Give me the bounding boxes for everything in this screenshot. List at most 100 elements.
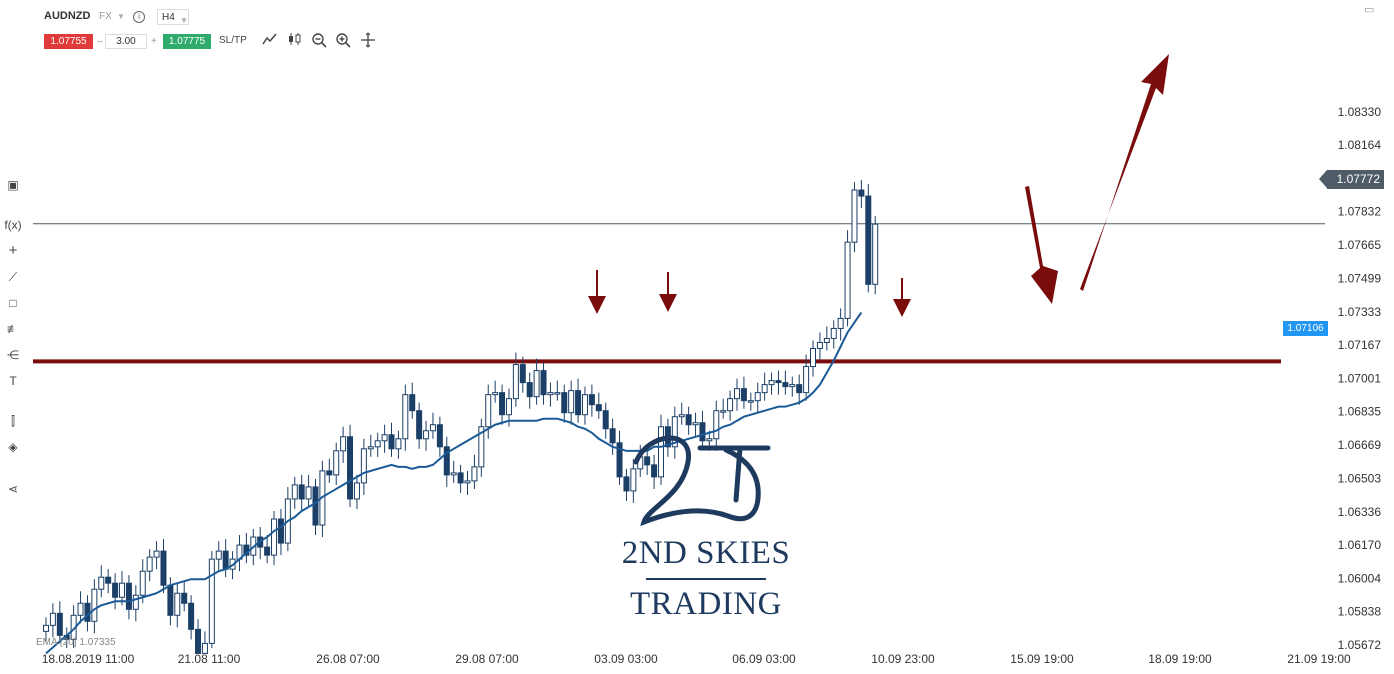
- y-tick-label: 1.06336: [1338, 505, 1382, 519]
- fan-tool-icon[interactable]: ⋲: [7, 348, 19, 362]
- x-tick-label: 10.09 23:00: [871, 652, 935, 666]
- candle-body: [443, 446, 450, 476]
- screen-icon[interactable]: ▣: [7, 178, 19, 192]
- candle-body: [457, 472, 464, 484]
- candle-body: [844, 241, 851, 319]
- line-chart-icon[interactable]: [261, 32, 279, 50]
- ema-legend[interactable]: EMA [20] 1.07335: [36, 637, 116, 648]
- x-tick-label: 29.08 07:00: [455, 652, 519, 666]
- candle-body: [775, 380, 782, 384]
- sltp-button[interactable]: SL/TP: [219, 35, 247, 46]
- candle-body: [374, 440, 381, 448]
- zoom-out-icon[interactable]: [310, 32, 328, 50]
- candle-body: [174, 592, 181, 616]
- horizontal-level-label[interactable]: 1.07106: [1283, 321, 1328, 336]
- candle-body: [747, 400, 754, 403]
- zoom-in-icon[interactable]: [334, 32, 352, 50]
- candle-body: [685, 414, 692, 426]
- y-tick-label: 1.07001: [1338, 371, 1382, 385]
- y-tick-label: 1.06170: [1338, 538, 1382, 552]
- symbol-label[interactable]: AUDNZD: [44, 10, 91, 22]
- y-tick-label: 1.07167: [1338, 338, 1382, 352]
- candle-body: [395, 438, 402, 450]
- crosshair-icon[interactable]: [359, 32, 377, 50]
- decrease-quantity-button[interactable]: –: [97, 36, 103, 47]
- quantity-input[interactable]: 3.00: [105, 34, 147, 49]
- candle-body: [761, 384, 768, 394]
- candle-body: [630, 468, 637, 492]
- candle-body: [429, 424, 436, 432]
- y-tick-label: 1.08164: [1338, 138, 1382, 152]
- y-tick-label: 1.07832: [1338, 205, 1382, 219]
- candle-body: [796, 384, 803, 394]
- candles-icon[interactable]: [286, 32, 304, 50]
- candle-body: [222, 550, 229, 570]
- x-tick-label: 21.08 11:00: [178, 652, 241, 666]
- candle-body: [277, 518, 284, 544]
- candle-body: [512, 364, 519, 400]
- timeframe-select[interactable]: H4 ▼: [157, 9, 189, 25]
- candle-body: [402, 394, 409, 440]
- x-tick-label: 21.09 19:00: [1287, 652, 1351, 666]
- candle-body: [837, 317, 844, 329]
- candle-body: [312, 486, 319, 526]
- watermark-line1: 2ND SKIES: [621, 535, 791, 571]
- candle-body: [409, 394, 416, 412]
- crosshair-tool-icon[interactable]: +: [8, 242, 18, 259]
- y-tick-label: 1.06004: [1338, 571, 1382, 585]
- rectangle-tool-icon[interactable]: □: [9, 296, 17, 310]
- candle-body: [188, 602, 195, 630]
- trendline-tool-icon[interactable]: ⟋: [8, 270, 18, 284]
- down-arrow-head: [893, 299, 911, 317]
- share-icon[interactable]: ⋖: [7, 482, 19, 496]
- info-icon[interactable]: i: [133, 11, 145, 23]
- candle-body: [561, 392, 568, 414]
- increase-quantity-button[interactable]: +: [151, 36, 157, 47]
- candle-body: [492, 392, 499, 396]
- candle-body: [644, 456, 651, 466]
- candle-body: [333, 450, 340, 476]
- candle-body: [298, 484, 305, 500]
- candle-body: [575, 390, 582, 416]
- candle-body: [416, 410, 423, 440]
- symbol-dropdown-icon[interactable]: ▼: [117, 12, 125, 21]
- indicators-fx-icon[interactable]: f(x): [4, 218, 22, 232]
- candle-body: [450, 472, 457, 476]
- candle-body: [146, 556, 153, 572]
- candle-body: [505, 398, 512, 416]
- y-tick-label: 1.06503: [1338, 471, 1382, 485]
- candle-body: [533, 370, 540, 398]
- candle-body: [195, 628, 202, 654]
- y-tick-label: 1.08330: [1338, 105, 1382, 119]
- candle-body: [810, 348, 817, 368]
- fibonacci-tool-icon[interactable]: ≢: [7, 322, 19, 336]
- candle-body: [125, 582, 132, 610]
- chart-type-icon[interactable]: ⫿: [11, 414, 15, 428]
- watermark-line2: TRADING: [630, 586, 782, 622]
- candle-body: [499, 392, 506, 416]
- candle-body: [851, 189, 858, 243]
- candle-body: [616, 442, 623, 478]
- candle-body: [734, 388, 740, 400]
- candle-body: [423, 430, 430, 440]
- sell-button[interactable]: 1.07755: [44, 34, 93, 49]
- candle-body: [768, 380, 775, 386]
- x-tick-label: 18.08.2019 11:00: [42, 652, 135, 666]
- candle-body: [340, 436, 347, 452]
- x-tick-label: 03.09 03:00: [594, 652, 658, 666]
- candle-body: [830, 327, 837, 339]
- buy-button[interactable]: 1.07775: [163, 34, 211, 49]
- candle-body: [471, 466, 478, 482]
- candle-body: [568, 390, 575, 414]
- candle-body: [167, 584, 174, 616]
- candle-body: [595, 404, 602, 412]
- candle-body: [623, 476, 630, 492]
- layers-icon[interactable]: ◈: [8, 440, 18, 454]
- candle-body: [119, 582, 126, 598]
- candle-body: [609, 428, 616, 444]
- candle-body: [699, 422, 706, 442]
- collapse-toolbar-icon[interactable]: ▭: [1364, 4, 1375, 16]
- text-tool-icon[interactable]: T: [9, 374, 17, 388]
- down-arrow-head: [588, 296, 606, 314]
